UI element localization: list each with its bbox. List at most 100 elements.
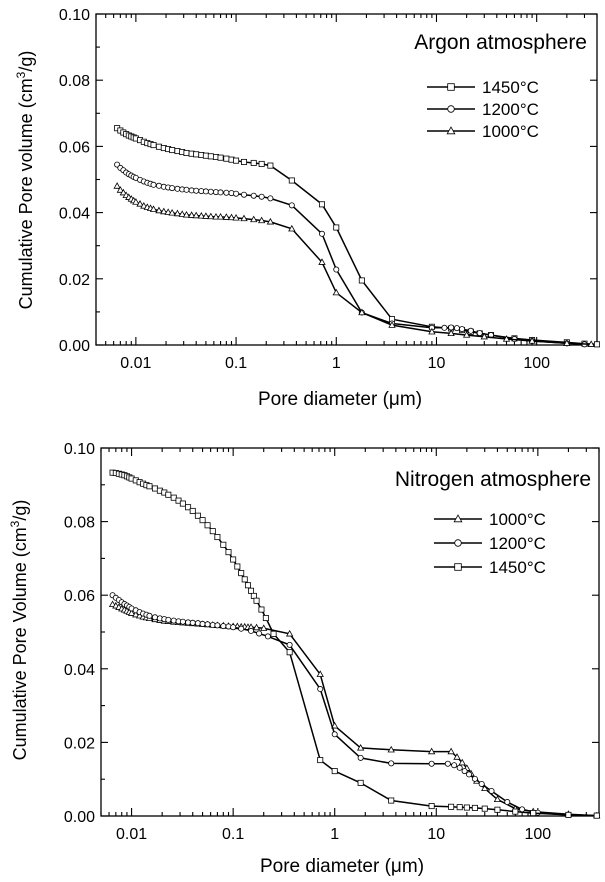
data-point-circle — [233, 190, 240, 197]
data-point-circle — [217, 189, 224, 196]
data-point-triangle — [140, 202, 148, 209]
y-ticks: 0.00 0.02 0.04 0.06 0.08 0.10 — [64, 441, 599, 826]
data-point-circle — [204, 621, 211, 628]
data-point-triangle — [216, 212, 225, 220]
series-line-circle — [112, 594, 597, 817]
annotation: Argon atmosphere — [414, 31, 587, 54]
data-point-triangle — [202, 212, 210, 219]
x-axis-label: Pore diameter (μm) — [260, 856, 424, 877]
x-tick-label: 10 — [428, 355, 446, 372]
data-point-square — [333, 224, 340, 231]
data-point-circle — [220, 623, 227, 630]
data-point-triangle — [260, 624, 268, 631]
y-tick-label: 0.04 — [59, 206, 90, 223]
data-point-square — [194, 512, 201, 519]
data-point-circle — [223, 189, 230, 196]
x-tick-label: 1 — [332, 355, 341, 372]
data-point-triangle — [136, 200, 144, 207]
data-point-square — [238, 570, 245, 577]
data-point-triangle — [480, 332, 488, 340]
data-point-triangle — [266, 217, 275, 225]
data-point-triangle — [447, 747, 455, 755]
data-point-circle — [170, 617, 177, 624]
legend-marker-square — [447, 83, 455, 91]
data-point-circle — [150, 181, 157, 188]
data-point-square — [565, 811, 572, 818]
data-point-triangle — [388, 321, 396, 328]
data-point-triangle — [331, 721, 339, 729]
data-point-circle — [318, 230, 325, 237]
data-point-circle — [478, 780, 485, 787]
data-point-circle — [256, 630, 263, 637]
data-point-circle — [250, 192, 257, 199]
data-point-circle — [202, 188, 209, 195]
annotation: Nitrogen atmosphere — [395, 468, 591, 491]
data-point-triangle — [240, 214, 248, 222]
x-tick-label: 10 — [427, 826, 445, 843]
data-point-circle — [476, 330, 483, 337]
data-point-circle — [258, 193, 265, 200]
series-group — [113, 125, 601, 348]
data-point-triangle — [132, 198, 140, 205]
data-point-square — [318, 201, 325, 208]
data-point-circle — [165, 616, 172, 623]
data-point-square — [241, 576, 248, 583]
data-point-square — [225, 549, 232, 556]
y-tick-label: 0.08 — [64, 515, 95, 532]
data-point-square — [165, 491, 172, 498]
data-point-circle — [388, 760, 395, 767]
data-point-square — [241, 158, 248, 165]
series-group — [108, 469, 601, 819]
data-point-triangle — [462, 331, 471, 338]
data-point-square — [471, 804, 478, 811]
data-point-circle — [333, 266, 340, 273]
data-point-triangle — [232, 213, 240, 221]
data-point-circle — [461, 768, 468, 775]
data-point-circle — [199, 620, 206, 627]
data-point-triangle — [222, 213, 231, 220]
data-point-square — [270, 630, 277, 637]
data-point-square — [169, 147, 176, 154]
data-point-square — [150, 142, 157, 149]
data-point-triangle — [252, 623, 261, 631]
data-point-square — [288, 177, 295, 184]
data-point-triangle — [318, 258, 326, 265]
data-point-triangle — [563, 339, 571, 346]
data-point-circle — [471, 775, 478, 782]
data-point-circle — [214, 622, 221, 629]
y-tick-label: 0.02 — [64, 735, 95, 752]
data-point-circle — [238, 625, 245, 632]
data-point-triangle — [132, 610, 140, 618]
data-point-triangle — [288, 224, 296, 232]
data-point-square — [155, 143, 162, 150]
data-point-square — [262, 615, 269, 622]
data-point-circle — [451, 762, 458, 769]
data-point-circle — [169, 185, 176, 192]
y-tick-label: 0.10 — [59, 7, 90, 24]
data-point-square — [286, 649, 293, 656]
data-point-triangle — [182, 210, 191, 218]
data-point-square — [258, 160, 265, 167]
data-point-triangle — [458, 758, 466, 766]
data-point-square — [223, 155, 230, 162]
data-point-circle — [230, 624, 237, 631]
y-tick-label: 0.08 — [59, 73, 90, 90]
legend-marker-square — [454, 563, 462, 571]
data-point-circle — [448, 324, 455, 331]
data-point-square — [481, 805, 488, 812]
legend-label: 1200°C — [482, 100, 539, 119]
data-point-triangle — [427, 747, 436, 755]
data-point-square — [448, 803, 455, 810]
series-line-square — [116, 127, 598, 346]
data-point-triangle — [332, 288, 340, 296]
y-ticks: 0.00 0.02 0.04 0.06 0.08 0.10 — [59, 7, 597, 355]
data-point-triangle — [149, 205, 158, 212]
data-point-square — [267, 162, 274, 169]
data-point-triangle — [119, 188, 128, 196]
data-point-square — [428, 803, 435, 810]
data-point-triangle — [155, 206, 163, 214]
data-point-square — [494, 806, 501, 813]
y-axis-label: Cumulative Pore Volume (cm3/g) — [8, 500, 30, 761]
data-point-triangle — [453, 753, 461, 760]
data-point-triangle — [116, 186, 125, 193]
